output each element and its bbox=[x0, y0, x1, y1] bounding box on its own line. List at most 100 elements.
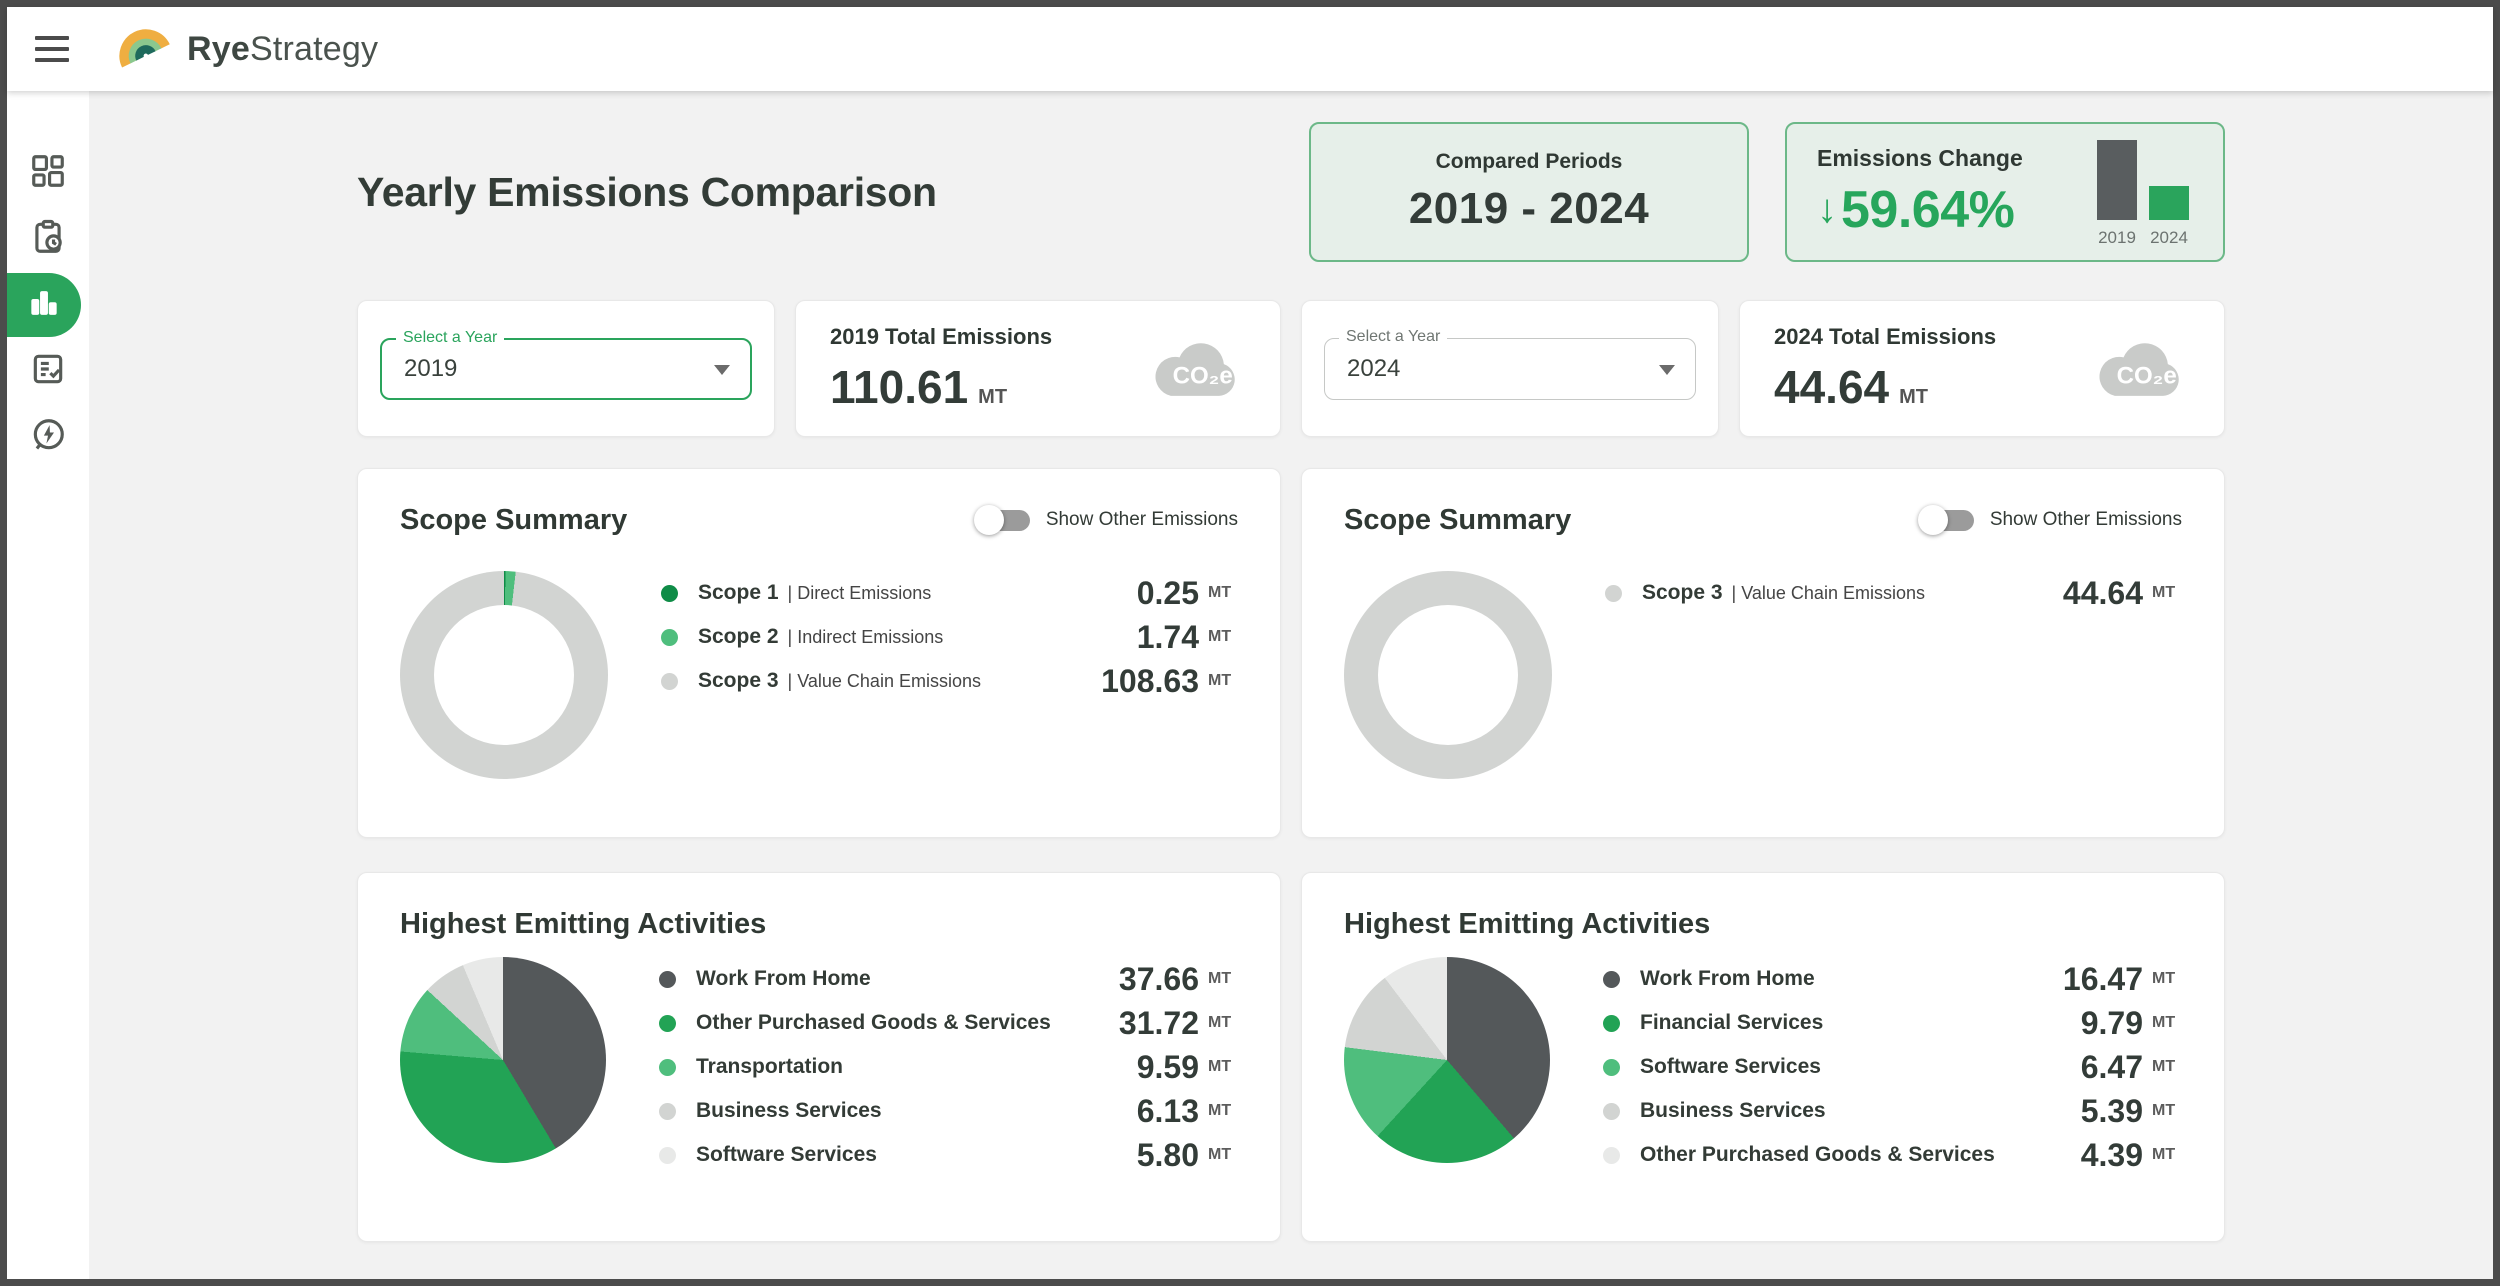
total-emissions-right-label: 2024 Total Emissions bbox=[1774, 323, 1997, 349]
emissions-minibar-chart: 2019 2024 bbox=[2097, 136, 2189, 248]
legend-row: Transportation 9.59 MT bbox=[659, 1045, 1238, 1089]
year-select-right[interactable]: Select a Year 2024 bbox=[1324, 327, 1696, 400]
legend-unit: MT bbox=[1208, 672, 1232, 689]
legend-unit: MT bbox=[1208, 1146, 1232, 1163]
legend-unit: MT bbox=[2152, 1102, 2176, 1119]
show-other-emissions-toggle[interactable]: Show Other Emissions bbox=[973, 505, 1238, 535]
emissions-change-value: 59.64% bbox=[1841, 180, 2015, 239]
minibar-column: 2019 bbox=[2097, 140, 2137, 248]
scope-summary-card-right: Scope Summary Show Other Emissions Scope… bbox=[1301, 468, 2225, 838]
legend-unit: MT bbox=[2152, 970, 2176, 987]
legend-color-dot bbox=[661, 584, 678, 602]
hamburger-menu-icon[interactable] bbox=[35, 36, 69, 62]
legend-color-dot bbox=[661, 672, 678, 690]
legend-label: Work From Home bbox=[1640, 967, 1815, 990]
activities-legend: Work From Home 16.47 MT Financial Services 9… bbox=[1603, 957, 2182, 1177]
year-selector-card-left: Select a Year 2019 bbox=[357, 300, 775, 437]
legend-unit: MT bbox=[1208, 1102, 1232, 1119]
total-emissions-left-value: 110.61 bbox=[830, 360, 969, 413]
legend-row: Work From Home 16.47 MT bbox=[1603, 957, 2182, 1001]
scope-donut-chart bbox=[1344, 571, 1552, 779]
compared-periods-value: 2019 - 2024 bbox=[1408, 184, 1650, 233]
activities-pie-chart bbox=[400, 957, 606, 1163]
legend-color-dot bbox=[1603, 1146, 1620, 1164]
year-select-left[interactable]: Select a Year 2019 bbox=[380, 328, 752, 400]
page-title: Yearly Emissions Comparison bbox=[357, 168, 937, 215]
legend-color-dot bbox=[1603, 1102, 1620, 1120]
legend-color-dot bbox=[659, 970, 676, 988]
scope-legend: Scope 1 | Direct Emissions 0.25 MT Scope 2 | … bbox=[661, 571, 1238, 779]
scope-donut-chart bbox=[400, 571, 608, 779]
legend-unit: MT bbox=[2152, 1014, 2176, 1031]
legend-sublabel: | Value Chain Emissions bbox=[787, 670, 981, 691]
total-emissions-right-unit: MT bbox=[1899, 385, 1929, 408]
legend-row: Business Services 6.13 MT bbox=[659, 1089, 1238, 1133]
ryestrategy-swoosh-logo-icon bbox=[111, 20, 171, 79]
main-content: Yearly Emissions Comparison Compared Per… bbox=[89, 91, 2493, 1279]
co2e-cloud-icon: CO₂e bbox=[2086, 330, 2190, 407]
sidebar-item-emissions-charts[interactable] bbox=[7, 273, 81, 337]
energy-leaf-icon bbox=[29, 416, 67, 459]
legend-row: Business Services 5.39 MT bbox=[1603, 1089, 2182, 1133]
activities-legend: Work From Home 37.66 MT Other Purchased Goo… bbox=[659, 957, 1238, 1177]
minibar-bar bbox=[2097, 140, 2137, 220]
compared-periods-card: Compared Periods 2019 - 2024 bbox=[1309, 122, 1749, 262]
svg-text:CO₂e: CO₂e bbox=[2117, 362, 2177, 389]
legend-label: Business Services bbox=[696, 1099, 882, 1122]
legend-value: 9.59 bbox=[1136, 1048, 1199, 1085]
svg-text:CO₂e: CO₂e bbox=[1173, 362, 1233, 389]
year-select-right-label: Select a Year bbox=[1339, 327, 1448, 346]
legend-color-dot bbox=[1605, 584, 1622, 602]
sidebar-item-energy[interactable] bbox=[7, 405, 89, 469]
legend-row: Scope 3 | Value Chain Emissions 44.64 MT bbox=[1605, 571, 2182, 615]
year-selector-card-right: Select a Year 2024 bbox=[1301, 300, 1719, 437]
toggle-switch-icon[interactable] bbox=[1917, 505, 1976, 535]
year-select-right-value: 2024 bbox=[1347, 354, 1401, 382]
toggle-label: Show Other Emissions bbox=[1989, 509, 2182, 530]
brand-name-light: Strategy bbox=[249, 29, 379, 68]
legend-sublabel: | Value Chain Emissions bbox=[1731, 582, 1925, 603]
legend-color-dot bbox=[659, 1102, 676, 1120]
legend-value: 6.47 bbox=[2080, 1048, 2143, 1085]
legend-label: Work From Home bbox=[696, 967, 871, 990]
caret-down-icon bbox=[1659, 364, 1675, 375]
legend-label: Financial Services bbox=[1640, 1011, 1824, 1034]
total-emissions-left-label: 2019 Total Emissions bbox=[830, 323, 1053, 349]
legend-label: Other Purchased Goods & Services bbox=[696, 1011, 1051, 1034]
compared-periods-label: Compared Periods bbox=[1435, 150, 1623, 173]
legend-label: Other Purchased Goods & Services bbox=[1640, 1143, 1995, 1166]
toggle-switch-icon[interactable] bbox=[973, 505, 1032, 535]
legend-row: Scope 3 | Value Chain Emissions 108.63 MT bbox=[661, 659, 1238, 703]
total-emissions-right-value: 44.64 bbox=[1774, 360, 1890, 413]
sidebar-item-audit[interactable] bbox=[7, 339, 89, 403]
total-emissions-left-unit: MT bbox=[978, 385, 1008, 408]
legend-label: Software Services bbox=[1640, 1055, 1821, 1078]
legend-value: 37.66 bbox=[1118, 960, 1199, 997]
legend-unit: MT bbox=[1208, 1058, 1232, 1075]
sidebar-item-dashboard[interactable] bbox=[7, 141, 89, 205]
caret-down-icon bbox=[714, 364, 730, 375]
checklist-icon bbox=[29, 350, 67, 393]
highest-activities-left-title: Highest Emitting Activities bbox=[400, 907, 767, 940]
emissions-change-card: Emissions Change ↓ 59.64% 2019 2024 bbox=[1785, 122, 2225, 262]
legend-value: 1.74 bbox=[1136, 618, 1199, 655]
brand-name-bold: Rye bbox=[187, 29, 250, 68]
scope-summary-card-left: Scope Summary Show Other Emissions Scope… bbox=[357, 468, 1281, 838]
total-emissions-card-left: 2019 Total Emissions 110.61 MT CO₂e bbox=[795, 300, 1281, 437]
legend-row: Financial Services 9.79 MT bbox=[1603, 1001, 2182, 1045]
show-other-emissions-toggle[interactable]: Show Other Emissions bbox=[1917, 505, 2182, 535]
scope-legend: Scope 3 | Value Chain Emissions 44.64 MT bbox=[1605, 571, 2182, 779]
legend-value: 108.63 bbox=[1101, 662, 1199, 699]
legend-row: Scope 1 | Direct Emissions 0.25 MT bbox=[661, 571, 1238, 615]
sidebar-item-reports[interactable] bbox=[7, 207, 89, 271]
sidebar-nav bbox=[7, 91, 89, 1279]
legend-value: 31.72 bbox=[1118, 1004, 1199, 1041]
legend-row: Software Services 6.47 MT bbox=[1603, 1045, 2182, 1089]
legend-unit: MT bbox=[1208, 628, 1232, 645]
total-emissions-card-right: 2024 Total Emissions 44.64 MT CO₂e bbox=[1739, 300, 2225, 437]
legend-row: Other Purchased Goods & Services 31.72 MT bbox=[659, 1001, 1238, 1045]
minibar-bar bbox=[2149, 186, 2189, 220]
minibar-column: 2024 bbox=[2149, 140, 2189, 248]
legend-row: Work From Home 37.66 MT bbox=[659, 957, 1238, 1001]
